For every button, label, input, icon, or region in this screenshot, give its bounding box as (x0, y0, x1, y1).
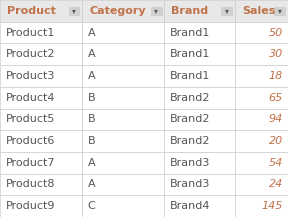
Bar (164, 152, 235, 174)
Bar (235, 65, 288, 87)
Text: 94: 94 (269, 114, 283, 124)
Bar (164, 22, 235, 43)
Text: 18: 18 (269, 71, 283, 81)
Bar (82, 0, 164, 22)
Bar (0, 43, 82, 65)
Text: Product9: Product9 (6, 201, 55, 211)
Bar (164, 87, 235, 108)
Bar (82, 108, 164, 130)
Text: B: B (88, 136, 95, 146)
Text: C: C (88, 201, 96, 211)
Bar (164, 108, 235, 130)
Bar (235, 0, 288, 22)
Bar (0, 65, 82, 87)
Text: A: A (88, 71, 95, 81)
Text: Product6: Product6 (6, 136, 55, 146)
Bar (164, 174, 235, 195)
Text: ▾: ▾ (72, 6, 76, 15)
Bar (164, 0, 235, 22)
Bar (82, 174, 164, 195)
Text: Product8: Product8 (6, 179, 55, 189)
Bar (235, 130, 288, 152)
Bar (151, 7, 162, 15)
Bar (0, 0, 82, 22)
Text: Brand: Brand (171, 6, 209, 16)
Text: Brand2: Brand2 (170, 136, 211, 146)
Text: Brand3: Brand3 (170, 158, 210, 168)
Bar (82, 152, 164, 174)
Text: 145: 145 (262, 201, 283, 211)
Text: ▾: ▾ (278, 6, 282, 15)
Bar (0, 130, 82, 152)
Text: 54: 54 (269, 158, 283, 168)
Text: Product3: Product3 (6, 71, 55, 81)
Bar (0, 195, 82, 217)
Bar (0, 174, 82, 195)
Bar (235, 195, 288, 217)
Bar (82, 43, 164, 65)
Text: Brand2: Brand2 (170, 93, 211, 103)
Text: Brand2: Brand2 (170, 114, 211, 124)
Bar (235, 22, 288, 43)
Bar (0, 87, 82, 108)
Bar (0, 152, 82, 174)
Text: A: A (88, 179, 95, 189)
Bar (235, 108, 288, 130)
Bar (0, 108, 82, 130)
Text: Brand4: Brand4 (170, 201, 211, 211)
Text: 65: 65 (269, 93, 283, 103)
Bar (164, 65, 235, 87)
Text: B: B (88, 114, 95, 124)
Text: Brand1: Brand1 (170, 49, 210, 59)
Bar (235, 152, 288, 174)
Text: Product7: Product7 (6, 158, 55, 168)
Text: A: A (88, 28, 95, 38)
Bar (82, 87, 164, 108)
Text: 30: 30 (269, 49, 283, 59)
Bar (82, 22, 164, 43)
Text: Brand1: Brand1 (170, 28, 210, 38)
Bar (82, 65, 164, 87)
Text: B: B (88, 93, 95, 103)
Bar (0, 22, 82, 43)
Bar (164, 43, 235, 65)
Bar (164, 195, 235, 217)
Bar (69, 7, 79, 15)
Text: Brand1: Brand1 (170, 71, 210, 81)
Text: Product4: Product4 (6, 93, 55, 103)
Text: Product5: Product5 (6, 114, 55, 124)
Text: Product: Product (7, 6, 56, 16)
Bar (221, 7, 232, 15)
Bar (274, 7, 285, 15)
Bar (82, 195, 164, 217)
Text: 20: 20 (269, 136, 283, 146)
Bar (235, 43, 288, 65)
Text: Brand3: Brand3 (170, 179, 210, 189)
Text: A: A (88, 49, 95, 59)
Text: 24: 24 (269, 179, 283, 189)
Text: 50: 50 (269, 28, 283, 38)
Text: Product1: Product1 (6, 28, 55, 38)
Text: Sales: Sales (242, 6, 275, 16)
Text: Product2: Product2 (6, 49, 55, 59)
Bar (164, 130, 235, 152)
Bar (235, 87, 288, 108)
Text: ▾: ▾ (154, 6, 158, 15)
Bar (235, 174, 288, 195)
Text: Category: Category (89, 6, 146, 16)
Text: ▾: ▾ (225, 6, 229, 15)
Bar (82, 130, 164, 152)
Text: A: A (88, 158, 95, 168)
